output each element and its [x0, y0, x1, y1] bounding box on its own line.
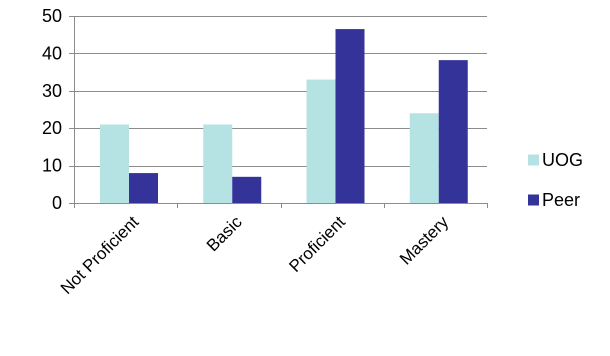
- y-tick-labels: 0 10 20 30 40 50: [42, 6, 62, 213]
- bar-peer-not-proficient: [129, 173, 158, 203]
- x-tick-label: Not Proficient: [57, 212, 143, 298]
- bar-peer-basic: [232, 176, 262, 203]
- legend-label-uog: UOG: [542, 150, 583, 170]
- x-tick-labels: Not Proficient Basic Proficient Mastery: [57, 212, 453, 298]
- bar-uog-basic: [203, 124, 233, 203]
- bar-uog-mastery: [409, 113, 439, 203]
- y-tick-label: 30: [42, 81, 62, 101]
- y-tick-label: 50: [42, 6, 62, 26]
- y-tick-label: 40: [42, 43, 62, 63]
- x-tick-label: Basic: [203, 212, 246, 255]
- bar-uog-proficient: [306, 79, 336, 203]
- x-tick-label: Proficient: [285, 212, 349, 276]
- bar-uog-not-proficient: [100, 124, 129, 203]
- bar-peer-mastery: [438, 60, 468, 203]
- bar-peer-proficient: [335, 29, 365, 204]
- y-tick-label: 0: [52, 193, 62, 213]
- legend: UOG Peer: [528, 150, 583, 210]
- x-tick-label: Mastery: [396, 212, 453, 269]
- legend-swatch-uog: [528, 154, 539, 166]
- axes: [74, 16, 488, 208]
- y-tick-label: 10: [42, 156, 62, 176]
- y-tick-label: 20: [42, 118, 62, 138]
- legend-swatch-peer: [528, 194, 539, 206]
- bars: [100, 29, 468, 204]
- legend-label-peer: Peer: [542, 190, 580, 210]
